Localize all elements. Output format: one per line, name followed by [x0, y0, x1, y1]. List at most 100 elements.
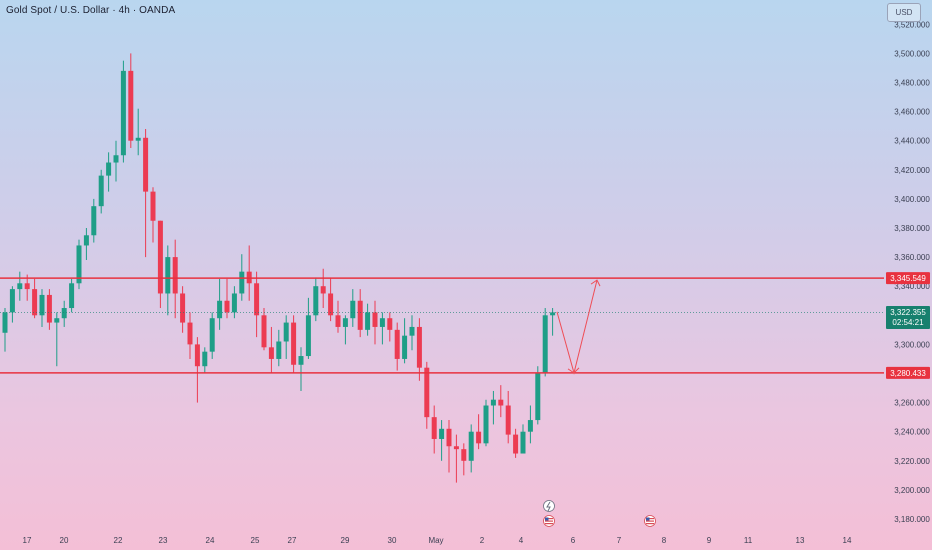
candle-body	[254, 283, 260, 316]
candle-body	[520, 431, 526, 454]
candle-body	[313, 286, 319, 316]
candle-body	[17, 283, 23, 290]
projection-arrowhead-up	[590, 279, 601, 287]
candle-body	[46, 294, 52, 323]
x-tick-label: 20	[60, 536, 69, 545]
candle-body	[513, 434, 519, 454]
candle-body	[476, 431, 482, 444]
candle-body	[165, 257, 171, 294]
y-tick-label: 3,460.000	[894, 108, 930, 117]
y-tick-label: 3,360.000	[894, 253, 930, 262]
candle-body	[350, 300, 356, 319]
candle-body	[261, 315, 267, 348]
y-tick-label: 3,480.000	[894, 79, 930, 88]
candle-body	[387, 318, 393, 330]
candle-body	[298, 356, 304, 365]
candle-body	[335, 315, 341, 327]
candle-body	[106, 162, 112, 176]
candle-body	[431, 417, 437, 439]
resistance-value: 3,345.549	[890, 274, 926, 283]
projection-line	[556, 280, 598, 375]
candle-body	[98, 175, 104, 207]
y-tick-label: 3,260.000	[894, 399, 930, 408]
candle-body	[505, 405, 511, 435]
projection-path[interactable]	[556, 279, 601, 375]
x-tick-label: May	[428, 536, 443, 545]
currency-button[interactable]: USD	[887, 3, 921, 22]
y-tick-label: 3,500.000	[894, 49, 930, 58]
candle-body	[394, 329, 400, 359]
candle-body	[357, 300, 363, 330]
candle-body	[527, 420, 533, 432]
candle-body	[283, 322, 289, 342]
candle-body	[83, 235, 89, 246]
candle-body	[535, 373, 541, 421]
candle-body	[402, 335, 408, 359]
us-flag-event-icon-2[interactable]	[644, 515, 656, 527]
x-tick-label: 23	[159, 536, 168, 545]
candle-body	[24, 283, 30, 290]
candle-body	[9, 289, 15, 313]
x-tick-label: 27	[288, 536, 297, 545]
candle-body	[61, 308, 67, 319]
countdown-timer: 02:54:21	[892, 318, 924, 327]
candle-body	[113, 155, 119, 163]
candle-body	[180, 293, 186, 323]
candle-body	[76, 245, 82, 284]
candle-body	[150, 191, 156, 221]
candle-body	[461, 449, 467, 461]
x-tick-label: 25	[251, 536, 260, 545]
x-tick-label: 8	[662, 536, 667, 545]
earnings-flash-icon[interactable]	[543, 500, 555, 512]
candle-body	[217, 300, 223, 319]
candle-body	[483, 405, 489, 444]
candle-body	[342, 318, 348, 327]
y-tick-label: 3,180.000	[894, 515, 930, 524]
current-price-tag: 3,322.355 02:54:21	[886, 306, 930, 329]
y-tick-label: 3,420.000	[894, 166, 930, 175]
candle-body	[187, 322, 193, 345]
candle-body	[424, 367, 430, 418]
candle-body	[305, 315, 311, 357]
candle-body	[439, 428, 445, 439]
candle-body	[157, 220, 163, 294]
x-tick-label: 2	[480, 536, 485, 545]
x-tick-label: 6	[571, 536, 576, 545]
candle-body	[202, 351, 208, 367]
candle-body	[231, 293, 237, 313]
candles-layer	[2, 53, 556, 483]
x-tick-label: 30	[388, 536, 397, 545]
candle-body	[498, 399, 504, 406]
candle-body	[39, 294, 45, 316]
candle-body	[542, 315, 548, 374]
candle-body	[328, 293, 334, 316]
symbol-title[interactable]: Gold Spot / U.S. Dollar · 4h · OANDA	[6, 5, 176, 16]
x-tick-label: 24	[206, 536, 215, 545]
y-tick-label: 3,440.000	[894, 137, 930, 146]
candle-body	[490, 399, 496, 406]
candle-body	[372, 312, 378, 327]
x-tick-label: 22	[114, 536, 123, 545]
candle-body	[54, 318, 60, 323]
x-tick-labels: 17 20 22 23 24 25 27 29 30 May 2 4 6 7 8 9 11 13 14	[23, 536, 852, 545]
projection-arrowhead-down	[567, 367, 580, 374]
candle-body	[379, 318, 385, 327]
x-tick-label: 9	[707, 536, 712, 545]
candle-body	[128, 70, 134, 141]
x-tick-label: 17	[23, 536, 32, 545]
x-tick-label: 29	[341, 536, 350, 545]
support-value: 3,280.433	[890, 369, 926, 378]
candle-body	[194, 344, 200, 367]
x-tick-label: 13	[796, 536, 805, 545]
candle-body	[209, 318, 215, 352]
y-tick-label: 3,520.000	[894, 20, 930, 29]
candle-body	[239, 271, 245, 294]
us-flag-event-icon[interactable]	[543, 515, 555, 527]
candle-body	[446, 428, 452, 447]
x-tick-label: 4	[519, 536, 524, 545]
candle-body	[143, 137, 149, 192]
candle-body	[172, 257, 178, 294]
candle-body	[268, 347, 274, 359]
y-tick-label: 3,240.000	[894, 428, 930, 437]
